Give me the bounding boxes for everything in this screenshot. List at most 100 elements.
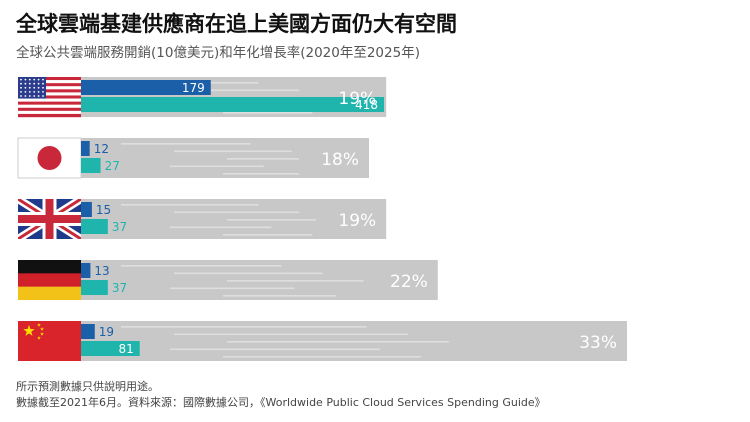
growth-bar-streak	[170, 165, 264, 168]
bar-2020	[81, 324, 95, 339]
bar-2020	[81, 263, 91, 278]
country-row-1: 12 27 18%	[17, 137, 369, 179]
us-flag-star	[42, 91, 44, 93]
us-flag-star	[37, 95, 40, 97]
china-flag-icon	[18, 321, 81, 361]
growth-bar-streak	[121, 265, 282, 267]
germany-flag-icon	[18, 260, 81, 300]
us-flag-star	[28, 86, 31, 89]
growth-bar-streak	[227, 280, 364, 282]
bar-2020	[81, 202, 92, 217]
bar-2020	[81, 141, 90, 156]
growth-bar-streak	[174, 150, 292, 153]
bar-2025-value-label: 418	[355, 98, 378, 112]
china-flag-field	[18, 321, 81, 361]
us-flag-star	[42, 78, 44, 81]
bar-2025-value-label: 81	[118, 342, 133, 356]
uk-flag-body	[18, 199, 81, 239]
growth-rate-label: 33%	[579, 333, 617, 353]
us-flag-star	[28, 95, 31, 97]
growth-bar-streak	[223, 112, 313, 114]
growth-bar-streak	[227, 219, 317, 221]
growth-bar-streak	[174, 211, 300, 214]
bar-2025-value-label: 27	[105, 159, 120, 173]
us-flag-star	[33, 78, 36, 81]
us-flag-stripe	[18, 110, 81, 115]
bar-2025	[81, 158, 101, 173]
china-flag-small-star	[37, 323, 41, 327]
growth-bar	[81, 138, 369, 178]
germany-flag-gold	[18, 286, 81, 300]
chart-subtitle: 全球公共雲端服務開銷(10億美元)和年化增長率(2020年至2025年)	[16, 45, 420, 61]
us-flag-stripe	[18, 107, 81, 112]
growth-rate-label: 22%	[390, 272, 428, 292]
us-flag-star	[20, 95, 22, 97]
bar-2025	[81, 341, 140, 356]
us-flag-stripe	[18, 95, 81, 99]
us-flag-stripe	[18, 83, 81, 87]
us-flag-stripe	[18, 86, 81, 90]
us-flag-star	[24, 78, 27, 81]
growth-rate-label: 19%	[338, 211, 376, 231]
germany-flag-black	[18, 260, 81, 274]
growth-rate-label: 19%	[338, 89, 376, 109]
growth-bar-streak	[174, 89, 300, 92]
us-flag-star	[24, 91, 27, 93]
growth-bar-streak	[223, 295, 336, 297]
us-flag-star	[37, 91, 40, 93]
bar-2025-value-label: 37	[112, 281, 127, 295]
us-flag-star	[28, 91, 31, 93]
us-flag-stripe	[18, 77, 81, 81]
japan-flag-icon	[17, 137, 82, 179]
germany-flag-red	[18, 273, 81, 287]
bar-2020-value-label: 15	[96, 203, 111, 217]
us-flag-stripe	[18, 89, 81, 93]
bar-2025	[81, 97, 385, 112]
us-flag-star	[28, 78, 31, 81]
china-flag-small-star	[37, 336, 41, 340]
growth-rate-label: 18%	[321, 150, 359, 170]
us-flag-stripe	[18, 98, 81, 102]
china-flag-small-star	[40, 332, 44, 336]
footer-note: 所示預測數據只供說明用途。	[16, 380, 159, 393]
china-flag-small-star	[40, 327, 44, 331]
footer-source: 數據截至2021年6月。資料來源：國際數據公司，《Worldwide Publi…	[16, 396, 546, 409]
us-flag-star	[33, 86, 36, 89]
bar-2025	[81, 280, 108, 295]
us-flag-star	[37, 86, 40, 89]
growth-bar-streak	[170, 287, 295, 290]
bar-2020-value-label: 179	[182, 81, 205, 95]
uk-flag-cross-red	[45, 199, 54, 239]
china-flag-big-star	[23, 325, 35, 336]
us-flag-stripe	[18, 104, 81, 108]
us-flag-icon	[18, 77, 81, 118]
us-flag-stripe	[18, 80, 81, 84]
bar-2020	[81, 80, 211, 95]
us-flag-star	[24, 86, 27, 89]
growth-bar-streak	[174, 272, 323, 275]
growth-bar-streak	[223, 173, 299, 175]
us-flag-stripe	[18, 92, 81, 96]
us-flag-star	[20, 91, 22, 93]
us-flag-stripe	[18, 101, 81, 105]
us-flag-star	[33, 95, 36, 97]
us-flag-star	[20, 78, 22, 81]
us-flag-star	[24, 95, 27, 97]
us-flag-star	[37, 82, 40, 85]
bar-2025-value-label: 37	[112, 220, 127, 234]
bar-2020-value-label: 12	[94, 142, 109, 156]
us-flag-star	[28, 82, 31, 85]
growth-bar-streak	[223, 234, 313, 236]
us-flag-star	[20, 82, 22, 85]
bar-2020-value-label: 13	[94, 264, 109, 278]
us-flag-star	[42, 86, 44, 89]
us-flag-star	[24, 82, 27, 85]
growth-bar-streak	[174, 333, 408, 336]
growth-bar-streak	[170, 348, 380, 351]
us-flag-canton	[18, 77, 46, 99]
us-flag-star	[42, 82, 44, 85]
